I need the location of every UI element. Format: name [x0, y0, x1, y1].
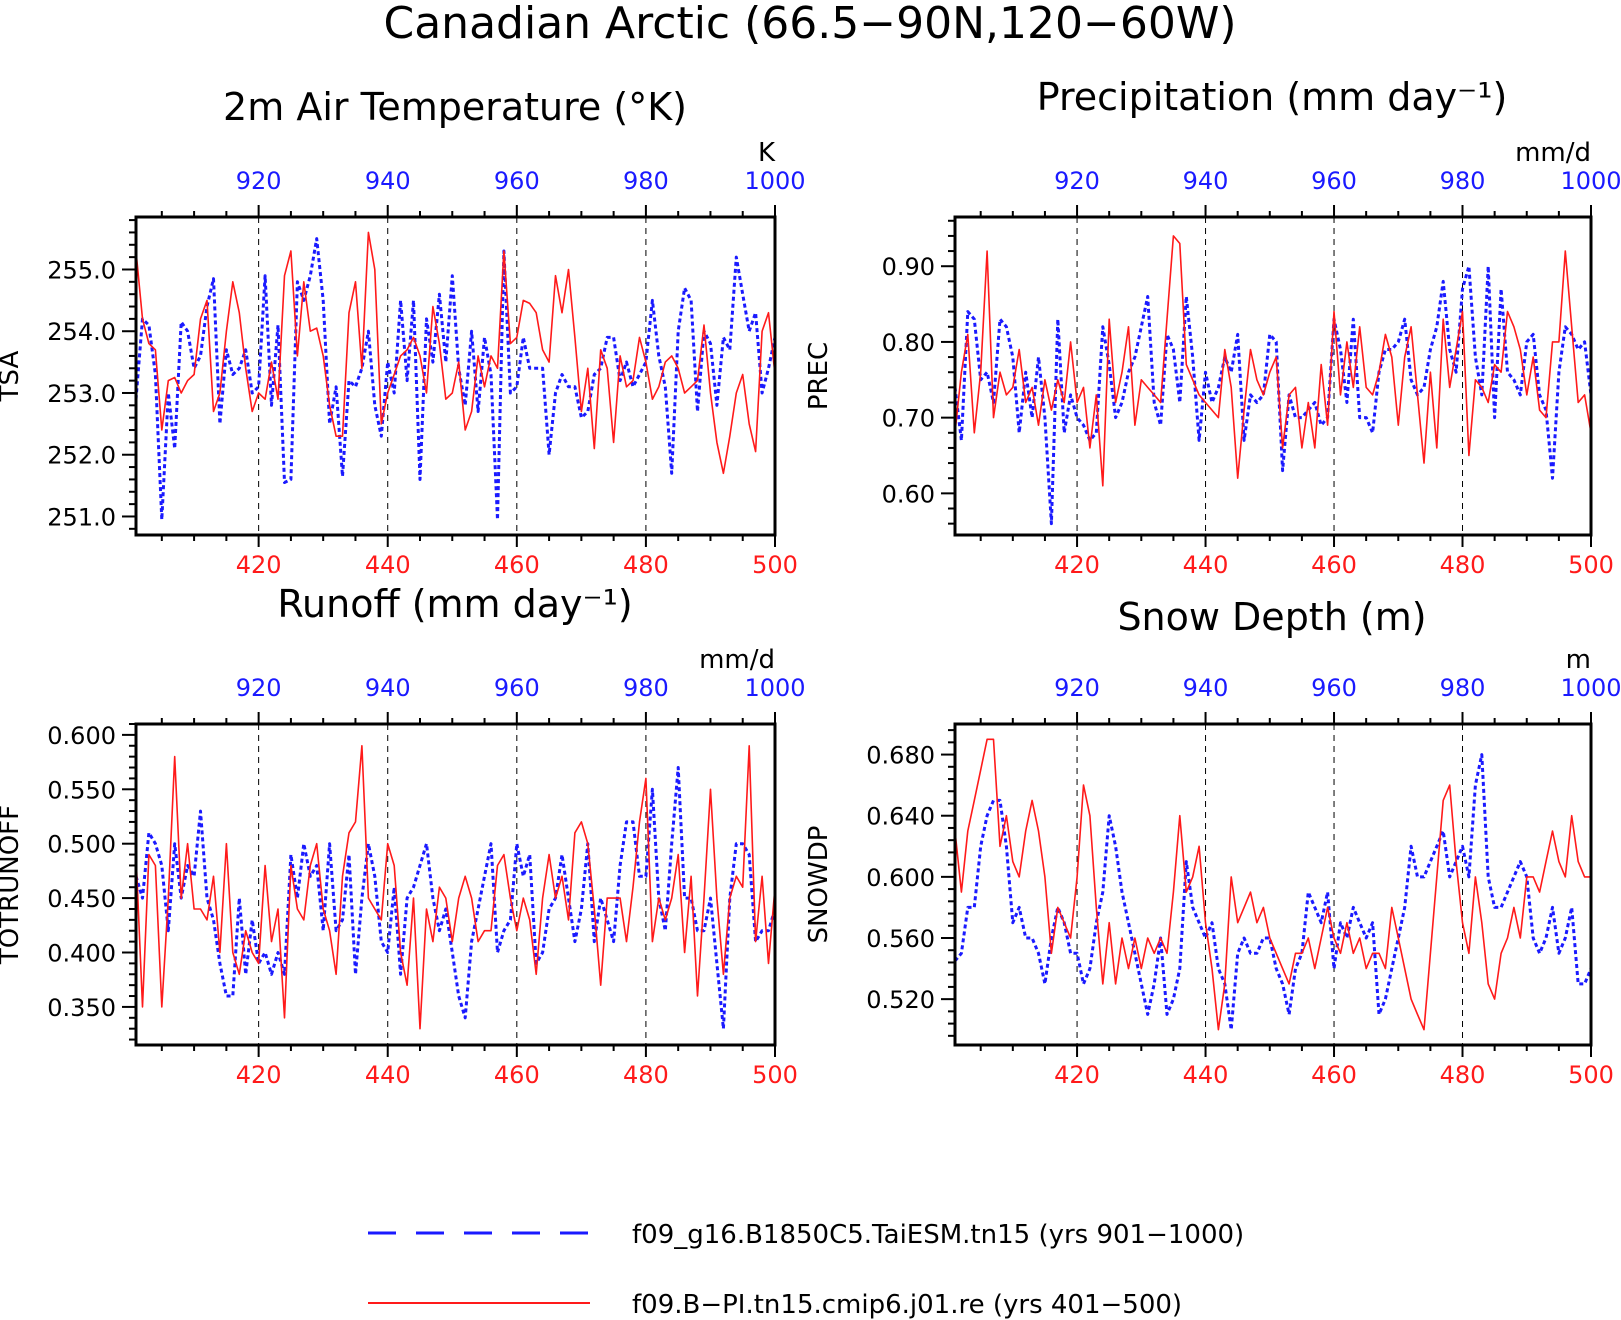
x-bottom-tick-label: 480 [1440, 551, 1486, 579]
x-top-tick-label: 920 [236, 167, 282, 195]
x-bottom-tick-label: 440 [365, 1061, 411, 1089]
x-bottom-tick-label: 420 [1054, 551, 1100, 579]
panel-title: Snow Depth (m) [1117, 595, 1426, 639]
x-top-tick-label: 940 [365, 674, 411, 702]
chart-panel-snowdp: Snow Depth (m) 0.520 0.560 0.600 0.640 0.680 S… [804, 595, 1621, 1089]
unit-label: m [1566, 645, 1591, 675]
panels: 2m Air Temperature (°K) 251.0 252.0 253.0 25… [0, 75, 1621, 1089]
x-top-tick-label: 940 [1183, 674, 1229, 702]
y-tick-label: 0.560 [866, 925, 935, 953]
x-bottom-tick-label: 420 [1054, 1061, 1100, 1089]
x-bottom-tick-label: 420 [236, 1061, 282, 1089]
unit-label: K [758, 138, 776, 168]
x-top-tick-label: 980 [623, 674, 669, 702]
x-top-tick-label: 920 [236, 674, 282, 702]
x-top-tick-label: 960 [1311, 674, 1357, 702]
x-top-tick-label: 980 [1440, 167, 1486, 195]
x-top-tick-label: 960 [1311, 167, 1357, 195]
x-top-tick-label: 920 [1054, 167, 1100, 195]
panel-title: Runoff (mm day⁻¹) [277, 582, 632, 626]
y-tick-label: 0.60 [882, 480, 935, 508]
x-bottom-tick-label: 420 [236, 551, 282, 579]
y-axis-label: TSA [0, 350, 25, 402]
x-bottom-tick-label: 460 [494, 551, 540, 579]
y-axis-label: TOTRUNOFF [0, 805, 25, 965]
y-tick-label: 0.520 [866, 986, 935, 1014]
x-bottom-tick-label: 440 [1183, 551, 1229, 579]
x-top-tick-label: 1000 [744, 674, 805, 702]
x-bottom-tick-label: 460 [494, 1061, 540, 1089]
y-tick-label: 0.600 [47, 722, 116, 750]
plot-frame [134, 722, 777, 1047]
panel-title: Precipitation (mm day⁻¹) [1037, 75, 1508, 119]
x-top-tick-label: 980 [623, 167, 669, 195]
y-tick-label: 251.0 [47, 503, 116, 531]
y-tick-label: 0.450 [47, 885, 116, 913]
chart-panel-prec: Precipitation (mm day⁻¹) 0.60 0.70 0.80 0.90… [804, 75, 1621, 579]
y-axis-label: PREC [804, 342, 834, 410]
series-line-exp-b [135, 744, 776, 1030]
legend: f09_g16.B1850C5.TaiESM.tn15 (yrs 901−100… [368, 1220, 1244, 1320]
x-bottom-tick-label: 460 [1311, 1061, 1357, 1089]
x-bottom-tick-label: 440 [365, 551, 411, 579]
x-top-tick-label: 920 [1054, 674, 1100, 702]
x-bottom-tick-label: 480 [623, 551, 669, 579]
y-axis-label: SNOWDP [804, 826, 834, 944]
series-line-exp-b [954, 738, 1591, 1031]
x-bottom-tick-label: 500 [752, 1061, 798, 1089]
y-tick-label: 0.350 [47, 994, 116, 1022]
y-tick-label: 252.0 [47, 442, 116, 470]
panel-title: 2m Air Temperature (°K) [223, 85, 687, 129]
x-bottom-tick-label: 460 [1311, 551, 1357, 579]
x-bottom-tick-label: 440 [1183, 1061, 1229, 1089]
y-tick-label: 253.0 [47, 380, 116, 408]
x-top-tick-label: 940 [1183, 167, 1229, 195]
x-top-tick-label: 960 [494, 674, 540, 702]
y-tick-label: 0.680 [866, 742, 935, 770]
y-tick-label: 0.90 [882, 253, 935, 281]
x-bottom-tick-label: 480 [623, 1061, 669, 1089]
x-top-tick-label: 980 [1440, 674, 1486, 702]
legend-label-exp-a: f09_g16.B1850C5.TaiESM.tn15 (yrs 901−100… [632, 1220, 1244, 1250]
unit-label: mm/d [699, 645, 775, 675]
y-tick-label: 0.80 [882, 329, 935, 357]
legend-label-exp-b: f09.B−PI.tn15.cmip6.j01.re (yrs 401−500) [632, 1290, 1182, 1320]
y-tick-label: 0.600 [866, 864, 935, 892]
chart-panel-tsa: 2m Air Temperature (°K) 251.0 252.0 253.0 25… [0, 85, 806, 579]
y-tick-label: 0.400 [47, 940, 116, 968]
x-top-tick-label: 940 [365, 167, 411, 195]
plot-frame [953, 215, 1593, 537]
x-bottom-tick-label: 500 [1568, 1061, 1614, 1089]
x-bottom-tick-label: 500 [1568, 551, 1614, 579]
chart-panel-totrunoff: Runoff (mm day⁻¹) 0.350 0.400 0.450 0.500 0.5… [0, 582, 806, 1089]
series-line-exp-a [134, 237, 777, 522]
x-bottom-tick-label: 500 [752, 551, 798, 579]
x-top-tick-label: 1000 [1560, 167, 1621, 195]
series-line-exp-a [953, 264, 1593, 526]
x-bottom-tick-label: 480 [1440, 1061, 1486, 1089]
x-top-tick-label: 1000 [1560, 674, 1621, 702]
unit-label: mm/d [1515, 138, 1591, 168]
page-title: Canadian Arctic (66.5−90N,120−60W) [384, 0, 1237, 49]
plot-frame [953, 722, 1593, 1047]
series-line-exp-b [135, 231, 776, 475]
x-top-tick-label: 960 [494, 167, 540, 195]
plot-frame [134, 215, 777, 537]
x-top-tick-label: 1000 [744, 167, 805, 195]
y-tick-label: 0.70 [882, 405, 935, 433]
y-tick-label: 0.640 [866, 803, 935, 831]
y-tick-label: 0.550 [47, 776, 116, 804]
y-tick-label: 254.0 [47, 318, 116, 346]
y-tick-label: 255.0 [47, 256, 116, 284]
y-tick-label: 0.500 [47, 831, 116, 859]
series-line-exp-a [134, 766, 777, 1031]
series-line-exp-b [954, 235, 1592, 487]
